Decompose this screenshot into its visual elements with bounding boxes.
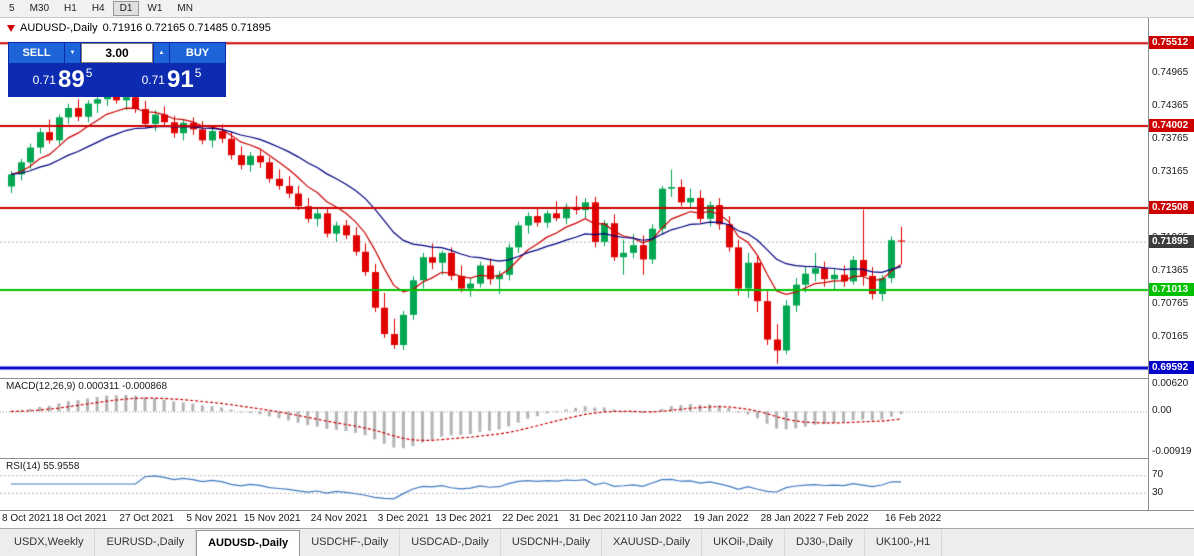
macd-tick-label: -0.00919 xyxy=(1152,446,1192,457)
trade-controls-row: SELL ▼ ▲ BUY xyxy=(9,43,225,63)
date-tick-label: 27 Oct 2021 xyxy=(119,513,174,524)
date-tick-label: 8 Oct 2021 xyxy=(2,513,51,524)
sell-price-point: 5 xyxy=(85,66,93,80)
volume-input[interactable] xyxy=(81,43,153,63)
pane-splitter-macd[interactable] xyxy=(0,378,1194,379)
rsi-indicator-label: RSI(14) 55.9558 xyxy=(6,461,79,472)
time-axis[interactable]: 8 Oct 2021 18 Oct 2021 27 Oct 2021 5 Nov 20… xyxy=(0,511,1148,528)
timeframe-button-w1[interactable]: W1 xyxy=(140,1,169,16)
macd-indicator-label: MACD(12,26,9) 0.000311 -0.000868 xyxy=(6,381,167,392)
chart-tab-usdcad-daily[interactable]: USDCAD-,Daily xyxy=(400,529,501,556)
rsi-value: 55.9558 xyxy=(43,461,80,472)
chart-tab-uk100-h1[interactable]: UK100-,H1 xyxy=(865,529,943,556)
one-click-trading-panel: SELL ▼ ▲ BUY 0.71 89 5 0.71 91 5 xyxy=(8,42,226,97)
chart-tab-audusd-daily[interactable]: AUDUSD-,Daily xyxy=(196,530,301,556)
current-price-badge: 0.71895 xyxy=(1149,234,1194,248)
price-line-badge: 0.72508 xyxy=(1149,200,1194,214)
volume-decrease-button[interactable]: ▼ xyxy=(65,43,80,63)
timeframe-button-5[interactable]: 5 xyxy=(2,1,22,16)
ohlc-values: 0.71916 0.72165 0.71485 0.71895 xyxy=(102,22,271,34)
timeframe-button-h1[interactable]: H1 xyxy=(57,1,84,16)
timeframe-button-d1[interactable]: D1 xyxy=(112,1,140,16)
macd-tick-label: 0.00620 xyxy=(1152,378,1189,389)
chart-tab-ukoil-daily[interactable]: UKOil-,Daily xyxy=(702,529,785,556)
rsi-level-label: 70 xyxy=(1152,469,1164,481)
sell-price-prefix: 0.71 xyxy=(32,73,56,87)
date-tick-label: 18 Oct 2021 xyxy=(52,513,107,524)
pane-splitter-rsi[interactable] xyxy=(0,458,1194,459)
date-tick-label: 19 Jan 2022 xyxy=(693,513,749,524)
price-tick-label: 0.73165 xyxy=(1152,165,1189,177)
sell-price[interactable]: 0.71 89 5 xyxy=(9,64,116,96)
chart-tab-eurusd-daily[interactable]: EURUSD-,Daily xyxy=(95,529,197,556)
macd-values: 0.000311 -0.000868 xyxy=(78,381,168,392)
date-tick-label: 28 Jan 2022 xyxy=(760,513,816,524)
price-line-badge: 0.71013 xyxy=(1149,282,1194,296)
time-axis-separator xyxy=(0,510,1194,511)
price-tick-label: 0.70165 xyxy=(1152,330,1189,342)
price-tick-label: 0.74965 xyxy=(1152,67,1189,79)
date-tick-label: 22 Dec 2021 xyxy=(502,513,559,524)
buy-price-pips: 91 xyxy=(166,66,194,93)
price-tick-label: 0.74365 xyxy=(1152,100,1189,112)
chart-tabs-bar: USDX,Weekly EURUSD-,Daily AUDUSD-,Daily USD… xyxy=(0,528,1194,556)
date-tick-label: 13 Dec 2021 xyxy=(435,513,492,524)
buy-price-point: 5 xyxy=(194,66,202,80)
buy-price-prefix: 0.71 xyxy=(141,73,165,87)
chart-canvas[interactable] xyxy=(0,18,1148,510)
sell-price-pips: 89 xyxy=(57,66,85,93)
date-tick-label: 10 Jan 2022 xyxy=(626,513,682,524)
price-line-badge: 0.75512 xyxy=(1149,36,1194,50)
rsi-title: RSI(14) xyxy=(6,461,41,472)
price-line-badge: 0.69592 xyxy=(1149,360,1194,374)
chart-tab-xauusd-daily[interactable]: XAUUSD-,Daily xyxy=(602,529,703,556)
buy-price[interactable]: 0.71 91 5 xyxy=(118,64,225,96)
chart-tab-usdcnh-daily[interactable]: USDCNH-,Daily xyxy=(501,529,603,556)
date-tick-label: 24 Nov 2021 xyxy=(310,513,368,524)
date-tick-label: 3 Dec 2021 xyxy=(377,513,429,524)
timeframe-button-h4[interactable]: H4 xyxy=(85,1,112,16)
chart-tab-usdchf-daily[interactable]: USDCHF-,Daily xyxy=(300,529,401,556)
volume-increase-button[interactable]: ▲ xyxy=(154,43,169,63)
chart-tab-usdx-weekly[interactable]: USDX,Weekly xyxy=(3,529,96,556)
date-tick-label: 31 Dec 2021 xyxy=(569,513,626,524)
date-tick-label: 7 Feb 2022 xyxy=(818,513,869,524)
price-tick-label: 0.71365 xyxy=(1152,264,1189,276)
price-tick-label: 0.73765 xyxy=(1152,133,1189,144)
symbol-name: AUDUSD-,Daily xyxy=(20,22,98,34)
price-axis[interactable]: 0.749650.743650.737650.731650.719650.713… xyxy=(1148,18,1194,510)
macd-tick-label: 0.00 xyxy=(1152,405,1172,417)
chart-title: AUDUSD-,Daily 0.71916 0.72165 0.71485 0.… xyxy=(7,22,271,34)
chart-symbol-icon xyxy=(7,24,15,32)
sell-button[interactable]: SELL xyxy=(9,43,64,63)
price-tick-label: 0.70765 xyxy=(1152,297,1189,309)
date-tick-label: 5 Nov 2021 xyxy=(186,513,238,524)
timeframe-button-mn[interactable]: MN xyxy=(170,1,200,16)
date-tick-label: 15 Nov 2021 xyxy=(243,513,301,524)
macd-title: MACD(12,26,9) xyxy=(6,381,76,392)
timeframe-toolbar: 5 M30 H1 H4 D1 W1 MN xyxy=(0,0,1194,18)
date-tick-label: 16 Feb 2022 xyxy=(885,513,942,524)
timeframe-button-m30[interactable]: M30 xyxy=(23,1,56,16)
rsi-level-label: 30 xyxy=(1152,486,1164,498)
trade-prices-row: 0.71 89 5 0.71 91 5 xyxy=(9,64,225,96)
buy-button[interactable]: BUY xyxy=(170,43,225,63)
price-line-badge: 0.74002 xyxy=(1149,119,1194,132)
chart-tab-dj30-daily[interactable]: DJ30-,Daily xyxy=(785,529,865,556)
